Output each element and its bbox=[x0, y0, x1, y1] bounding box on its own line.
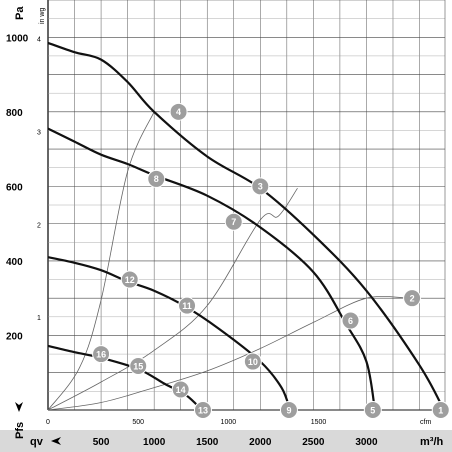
operating-point-marker bbox=[243, 352, 262, 371]
x-tick-label-cfm: 500 bbox=[132, 419, 144, 426]
operating-point-label: 16 bbox=[96, 349, 106, 359]
operating-point-marker bbox=[169, 102, 188, 121]
system-curve bbox=[47, 111, 155, 411]
x-axis-unit-cfm: cfm bbox=[420, 419, 431, 426]
y-tick-label-inwg: 3 bbox=[37, 129, 41, 136]
x-axis-unit-m3h: m³/h bbox=[420, 436, 444, 448]
operating-point-marker bbox=[129, 357, 148, 376]
x-tick-label-m3h: 500 bbox=[93, 437, 110, 448]
operating-point-marker bbox=[193, 401, 212, 419]
system-curve bbox=[47, 187, 298, 411]
operating-point-label: 3 bbox=[258, 182, 263, 192]
x-axis-label-qv: qv bbox=[30, 436, 44, 448]
x-tick-label-m3h: 2000 bbox=[249, 437, 272, 448]
y-tick-label-inwg: 1 bbox=[37, 315, 41, 322]
operating-point-label: 8 bbox=[154, 174, 159, 184]
operating-point-marker bbox=[120, 270, 139, 289]
operating-point-label: 2 bbox=[410, 293, 415, 303]
operating-point-marker bbox=[403, 289, 422, 308]
x-tick-label-m3h: 2500 bbox=[302, 437, 325, 448]
fan-curve bbox=[47, 344, 203, 411]
operating-point-marker bbox=[251, 177, 270, 196]
operating-point-marker bbox=[147, 169, 166, 188]
y-tick-label-inwg: 2 bbox=[37, 222, 41, 229]
x-axis-band bbox=[0, 430, 452, 452]
operating-point-marker bbox=[178, 296, 197, 315]
x-tick-label-m3h: 1500 bbox=[196, 437, 219, 448]
operating-point-marker bbox=[224, 212, 243, 231]
y-axis-label-inwg: in wg bbox=[39, 8, 46, 24]
operating-point-label: 7 bbox=[231, 217, 236, 227]
operating-point-label: 9 bbox=[286, 405, 291, 415]
operating-point-label: 5 bbox=[370, 405, 375, 415]
operating-point-label: 1 bbox=[438, 405, 443, 415]
operating-point-label: 11 bbox=[182, 301, 192, 311]
operating-point-marker bbox=[279, 401, 298, 419]
x-axis-arrow-icon bbox=[51, 437, 61, 445]
operating-point-marker bbox=[171, 380, 190, 399]
fan-curve bbox=[47, 256, 292, 411]
x-tick-label-cfm: 1000 bbox=[221, 419, 237, 426]
operating-point-label: 4 bbox=[176, 107, 181, 117]
x-tick-label-cfm: 1500 bbox=[311, 419, 327, 426]
y-axis-label-pa: Pa bbox=[14, 6, 26, 20]
system-curves bbox=[47, 111, 409, 411]
x-tick-label-m3h: 1000 bbox=[143, 437, 166, 448]
x-tick-label-m3h: 3000 bbox=[355, 437, 378, 448]
y-axis-label-pfs: Pfs bbox=[14, 422, 26, 439]
operating-point-marker bbox=[341, 311, 360, 330]
x-tick-label-cfm: 0 bbox=[46, 419, 50, 426]
y-tick-label-pa: 1000 bbox=[6, 33, 29, 44]
fan-curve bbox=[47, 127, 376, 411]
system-curve bbox=[47, 295, 409, 411]
fan-curves bbox=[47, 41, 445, 411]
axis-labels: Pa in wg Pfs qv m³/h cfm bbox=[14, 6, 444, 448]
operating-point-label: 14 bbox=[176, 385, 186, 395]
y-tick-label-pa: 400 bbox=[6, 257, 23, 268]
y-tick-label-pa: 200 bbox=[6, 331, 23, 342]
operating-point-marker bbox=[431, 401, 450, 419]
operating-point-label: 12 bbox=[125, 275, 135, 285]
y-axis-arrow-icon bbox=[15, 402, 23, 412]
operating-point-marker bbox=[92, 345, 111, 364]
fan-curve bbox=[47, 41, 445, 411]
y-tick-label-pa: 800 bbox=[6, 108, 23, 119]
y-tick-label-inwg: 4 bbox=[37, 37, 41, 44]
operating-point-label: 6 bbox=[348, 316, 353, 326]
operating-point-label: 15 bbox=[133, 361, 143, 371]
operating-point-marker bbox=[363, 401, 382, 419]
y-tick-label-pa: 600 bbox=[6, 182, 23, 193]
operating-point-label: 10 bbox=[248, 357, 258, 367]
operating-point-label: 13 bbox=[198, 405, 208, 415]
